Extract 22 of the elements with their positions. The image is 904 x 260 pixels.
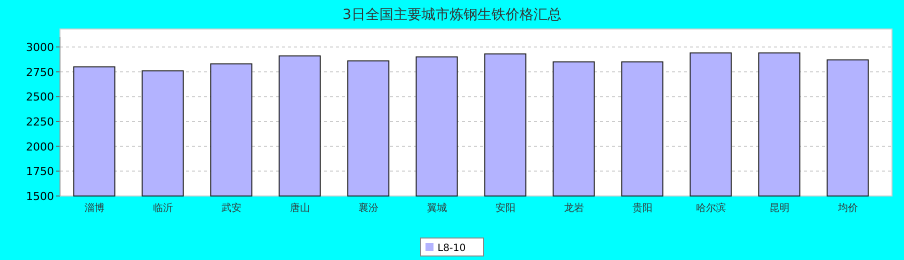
legend: L8-10 xyxy=(420,238,484,256)
x-tick-label: 均价 xyxy=(836,202,858,214)
x-tick-label: 襄汾 xyxy=(358,202,378,214)
x-tick-label: 安阳 xyxy=(495,202,516,214)
y-tick-label: 2750 xyxy=(26,66,54,79)
x-tick-label: 昆明 xyxy=(769,203,790,214)
x-tick-label: 武安 xyxy=(221,202,242,214)
y-tick-label: 2250 xyxy=(26,115,54,128)
y-tick-label: 3000 xyxy=(26,40,54,54)
x-tick-label: 龙岩 xyxy=(564,202,584,214)
x-tick-label: 临沂 xyxy=(152,202,173,214)
y-tick-label: 1750 xyxy=(26,165,54,178)
x-tick-label: 哈尔滨 xyxy=(696,202,726,214)
plot: 1500 1750 2000 2250 2500 2750 3000 淄博 临沂 武安 唐山 襄汾 翼城 安阳 龙岩 贵阳 哈尔滨 昆明 均价 xyxy=(26,28,892,214)
x-tick-label: 翼城 xyxy=(426,202,447,214)
chart-title: 3日全国主要城市炼钢生铁价格汇总 xyxy=(342,7,562,23)
x-tick-label: 唐山 xyxy=(290,202,310,214)
y-tick-label: 1500 xyxy=(26,190,54,203)
y-tick-label: 2500 xyxy=(26,90,54,104)
x-tick-label: 贵阳 xyxy=(632,202,652,214)
x-tick-label: 淄博 xyxy=(84,202,104,214)
y-tick-label: 2000 xyxy=(26,140,54,154)
